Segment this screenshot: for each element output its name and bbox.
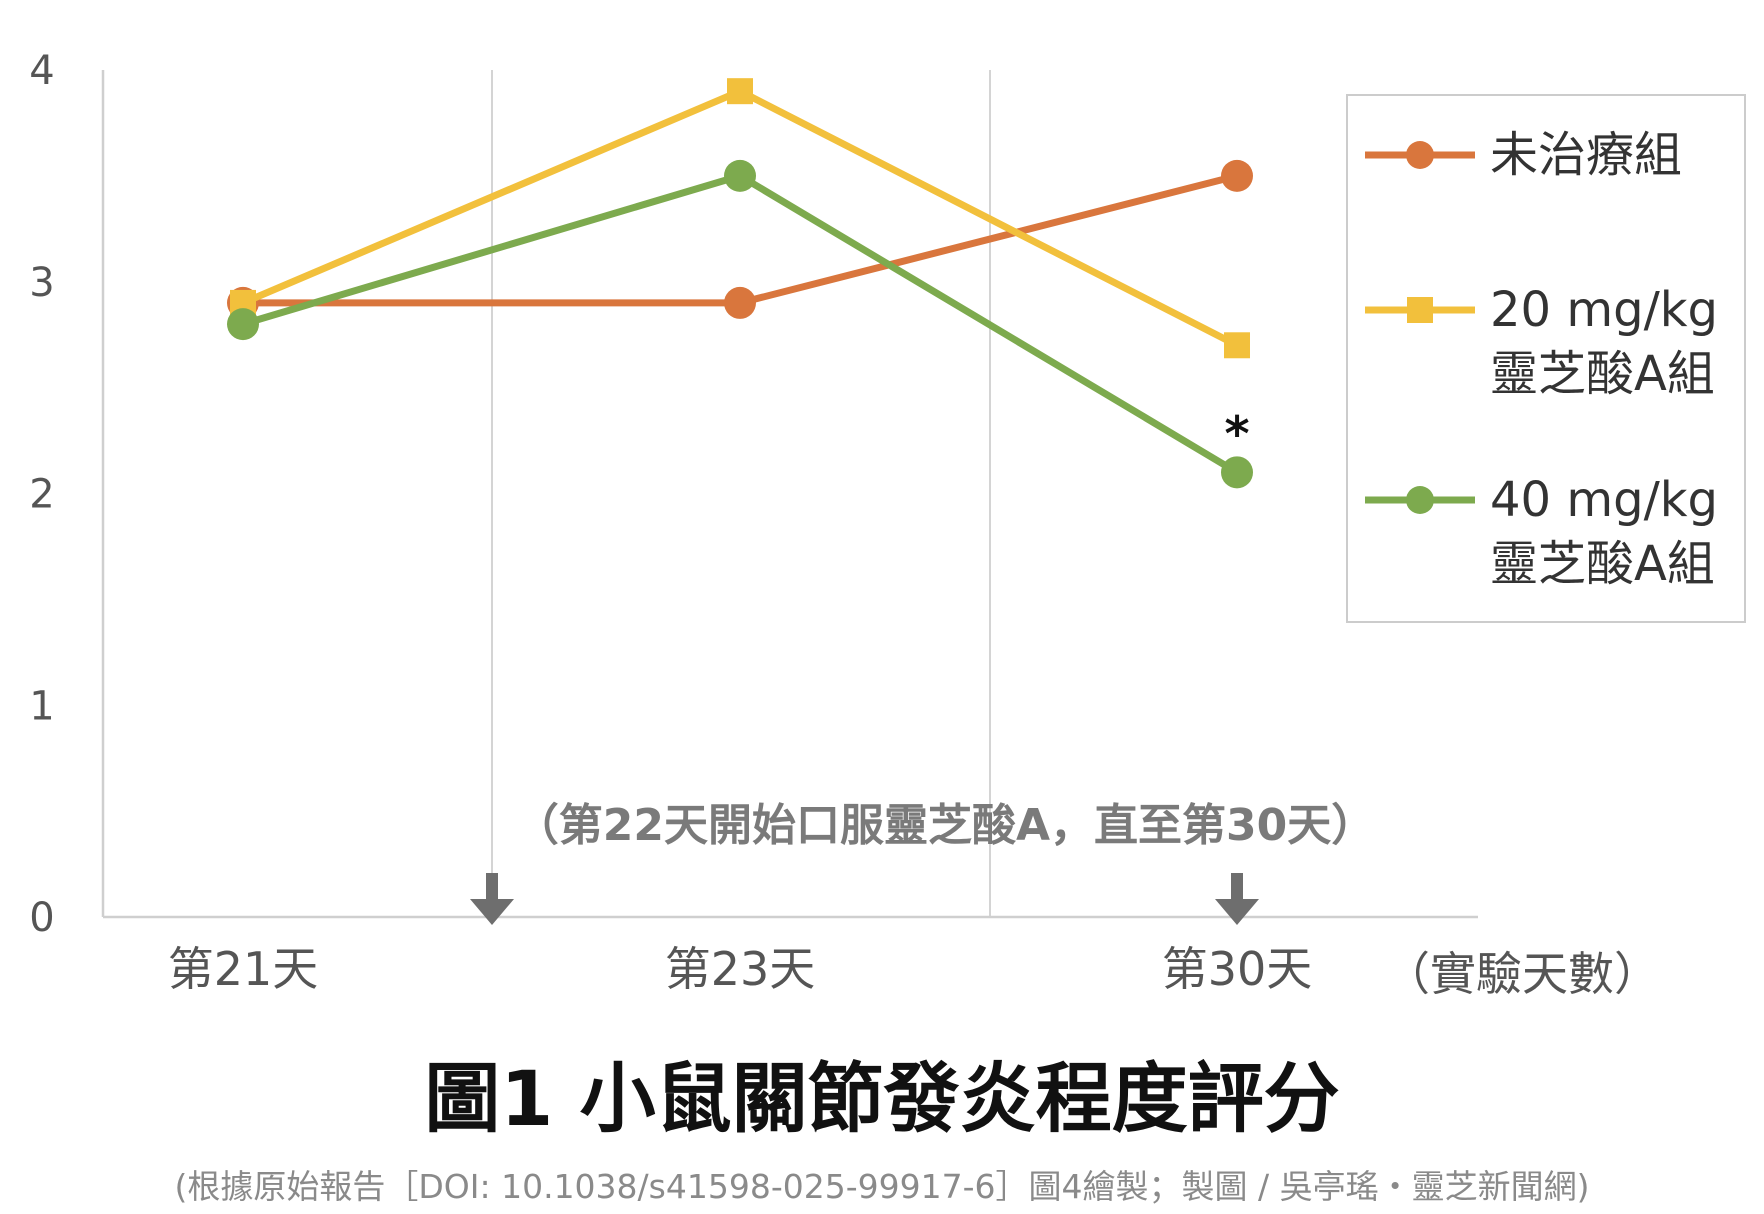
- down-arrow-shaft: [486, 873, 498, 903]
- legend-box: [1346, 94, 1746, 623]
- down-arrow-shaft: [1231, 873, 1243, 903]
- legend-label: 靈芝酸A組: [1490, 346, 1715, 402]
- data-point: [727, 78, 753, 105]
- axis-layer: 0 1 2 3 4 第21天 第23天 第30天: [29, 48, 1312, 996]
- y-tick-label: 2: [29, 472, 54, 518]
- down-arrow-head: [470, 899, 514, 925]
- y-tick-label: 1: [29, 683, 54, 729]
- x-tick-label: 第23天: [665, 942, 816, 996]
- significance-marker: *: [1224, 406, 1249, 462]
- down-arrow-head: [1215, 899, 1259, 925]
- legend-label: 未治療組: [1490, 127, 1682, 183]
- data-point: [724, 286, 756, 319]
- legend-swatch-marker: [1406, 141, 1434, 169]
- x-tick-label: 第21天: [168, 942, 319, 996]
- legend-entry: 20 mg/kg 靈芝酸A組: [1365, 282, 1718, 402]
- down-arrow-icon: [1215, 873, 1259, 925]
- y-tick-label: 0: [29, 895, 54, 941]
- legend: 未治療組 20 mg/kg 靈芝酸A組 40 mg/kg 靈芝酸A組: [1346, 94, 1746, 623]
- series-3: [227, 159, 1253, 489]
- y-tick-label: 3: [29, 260, 54, 306]
- x-tick-label: 第30天: [1162, 942, 1313, 996]
- data-point: [227, 308, 259, 341]
- legend-label: 40 mg/kg: [1490, 472, 1718, 528]
- dosing-annotation: （第22天開始口服靈芝酸A，直至第30天）: [515, 800, 1376, 851]
- down-arrow-icon: [470, 873, 514, 925]
- y-tick-label: 4: [29, 48, 54, 94]
- series-line: [241, 172, 1239, 476]
- legend-label: 靈芝酸A組: [1490, 536, 1715, 592]
- legend-label: 20 mg/kg: [1490, 282, 1718, 338]
- chart-title: 圖1 小鼠關節發炎程度評分: [424, 1054, 1339, 1143]
- x-axis-unit-label: （實驗天數）: [1384, 947, 1660, 1001]
- legend-swatch-marker: [1407, 297, 1433, 323]
- legend-entry: 40 mg/kg 靈芝酸A組: [1365, 472, 1718, 592]
- data-point: [1221, 456, 1253, 489]
- legend-entry: 未治療組: [1365, 127, 1682, 183]
- series-layer: *: [227, 78, 1253, 489]
- source-note: (根據原始報告［DOI: 10.1038/s41598-025-99917-6］…: [174, 1167, 1589, 1206]
- data-point: [1224, 332, 1250, 359]
- grid-layer: [101, 70, 1478, 919]
- legend-swatch-marker: [1406, 486, 1434, 514]
- data-point: [1221, 159, 1253, 192]
- data-point: [724, 159, 756, 192]
